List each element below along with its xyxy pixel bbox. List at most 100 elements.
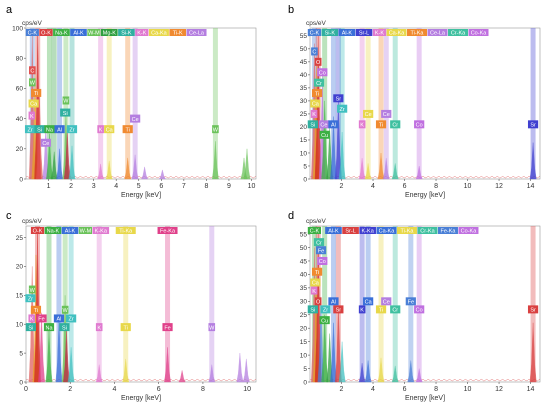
element-marker: Cr <box>313 78 325 87</box>
panel-label-a: a <box>6 4 13 16</box>
x-tick-label: 9 <box>227 183 231 190</box>
line-label-top-box <box>169 29 187 36</box>
x-tick-label: 10 <box>464 183 472 190</box>
spectrum-baseline <box>309 378 541 382</box>
line-label-top: Ti-Ka <box>407 29 428 37</box>
line-label-top-box <box>186 29 207 36</box>
line-label-top-box <box>448 29 469 36</box>
x-tick-label: 0 <box>24 386 28 393</box>
line-label-top-box <box>101 29 118 36</box>
element-band <box>383 28 389 179</box>
line-label-top-box <box>25 29 39 36</box>
element-marker-box <box>527 120 539 129</box>
element-marker-text: K <box>97 325 101 331</box>
line-label-top: O-K <box>39 29 53 37</box>
line-label-top: Ti-K <box>169 29 187 37</box>
line-label-top-box <box>342 227 359 234</box>
element-marker-text: W <box>213 127 219 133</box>
element-marker-text: Ca <box>312 102 320 108</box>
x-tick-label: 5 <box>137 183 141 190</box>
element-marker: Zr <box>320 305 331 314</box>
line-label-top: K-Ka <box>359 227 376 235</box>
y-tick-label: 40 <box>300 72 308 79</box>
element-marker: Al <box>328 120 339 129</box>
element-marker-text: Cr <box>392 123 398 129</box>
element-marker: Fe <box>162 323 173 331</box>
element-marker-text: Al <box>57 317 62 323</box>
y-axis-label: cps/eV <box>22 20 43 27</box>
element-marker-box <box>310 278 321 287</box>
line-label-top: Co-Ka <box>458 227 479 235</box>
element-marker-box <box>317 68 328 77</box>
spectrum-peak <box>338 341 346 383</box>
element-marker-box <box>381 297 392 306</box>
element-marker: Si <box>59 323 70 331</box>
line-label-top-text: Na-K <box>47 229 60 235</box>
y-tick-label: 20 <box>300 326 308 333</box>
element-marker: Ce <box>381 297 392 306</box>
line-label-top-box <box>157 227 178 234</box>
element-marker-box <box>390 120 401 129</box>
element-marker-text: Zr <box>28 296 33 302</box>
line-label-top-text: Al-K <box>328 229 339 235</box>
line-label-top: Ca-Ka <box>386 29 407 37</box>
x-tick-label: 6 <box>403 386 407 393</box>
line-label-top-text: W-M <box>80 229 92 235</box>
element-band <box>123 226 129 382</box>
element-marker-text: W <box>209 325 215 331</box>
element-marker: Cu <box>319 316 330 324</box>
line-label-top: Ti-Ka <box>115 227 136 235</box>
element-marker-text: Zr <box>340 107 345 113</box>
element-marker-box <box>43 323 55 332</box>
line-label-top-box <box>407 29 428 36</box>
x-tick-label: 6 <box>157 386 161 393</box>
element-marker-text: Ca <box>30 102 38 108</box>
element-marker: Co <box>317 68 328 77</box>
element-marker-box <box>61 305 69 314</box>
line-label-top: Ce-La <box>186 29 207 37</box>
line-label-top-text: Mg-K <box>103 31 116 37</box>
line-label-top: Mg-K <box>101 29 118 37</box>
element-marker-text: Si <box>28 325 33 331</box>
y-tick-label: 45 <box>300 258 308 265</box>
element-marker-text: C <box>312 50 316 56</box>
element-band <box>209 226 215 382</box>
line-label-top: C-K <box>307 227 322 235</box>
x-tick-label: 14 <box>527 183 535 190</box>
line-label-top-text: K-K <box>375 31 385 37</box>
x-tick-label: 4 <box>114 183 118 190</box>
line-label-top-text: Ce-La <box>430 31 446 37</box>
y-tick-label: 35 <box>300 285 308 292</box>
element-marker: Sr <box>333 94 344 102</box>
line-label-top: Fe-Ka <box>437 227 458 235</box>
element-marker-box <box>28 111 36 120</box>
element-marker: Ce <box>363 109 374 118</box>
y-tick-label: 45 <box>300 59 308 66</box>
element-marker-box <box>30 305 42 314</box>
element-marker-text: C <box>30 68 34 74</box>
element-band <box>69 28 75 179</box>
element-marker-box <box>311 47 318 56</box>
line-label-top-text: Ti-Ka <box>119 229 133 235</box>
line-label-top-text: Co-Ka <box>471 31 488 37</box>
line-label-top-text: Ca-Ka <box>151 31 168 37</box>
element-marker: Na <box>43 323 55 332</box>
element-marker-box <box>363 297 374 306</box>
element-marker-box <box>405 297 416 306</box>
y-tick-label: 10 <box>300 150 308 157</box>
y-tick-label: 20 <box>16 146 24 153</box>
element-marker-text: Ti <box>124 325 128 331</box>
line-label-top-text: K-K <box>137 31 147 37</box>
element-marker-text: K <box>360 308 364 314</box>
element-marker-text: Si <box>63 111 68 117</box>
x-tick-label: 12 <box>495 183 503 190</box>
element-marker: W <box>62 96 69 105</box>
line-label-top-box <box>78 227 92 234</box>
element-band <box>212 28 218 179</box>
element-band <box>392 28 398 179</box>
line-label-top-box <box>376 227 397 234</box>
line-label-top: Ca-Ka <box>376 227 397 235</box>
element-marker-text: Co <box>319 259 326 265</box>
element-marker-text: Ti <box>379 308 383 314</box>
line-label-top: Al-K <box>61 227 79 235</box>
